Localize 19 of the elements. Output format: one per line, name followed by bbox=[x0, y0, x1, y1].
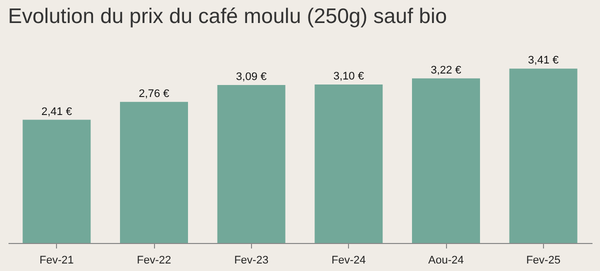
x-tick-label: Aou-24 bbox=[428, 254, 464, 266]
bar bbox=[120, 102, 188, 243]
bar bbox=[509, 68, 578, 243]
x-tick-label: Fev-22 bbox=[136, 254, 172, 266]
data-label: 3,41 € bbox=[528, 54, 559, 67]
data-label: 3,09 € bbox=[236, 71, 267, 84]
x-tick-label: Fev-25 bbox=[526, 254, 560, 266]
x-tick-label: Fev-21 bbox=[40, 254, 74, 266]
bar bbox=[314, 84, 383, 243]
data-label: 2,41 € bbox=[41, 106, 72, 118]
chart-title: Evolution du prix du café moulu (250g) sauf bio bbox=[8, 5, 447, 28]
x-tick-label: Fev-24 bbox=[332, 254, 366, 266]
bar bbox=[412, 78, 480, 243]
data-label: 2,76 € bbox=[138, 88, 170, 100]
data-label: 3,10 € bbox=[333, 70, 364, 82]
bar bbox=[217, 85, 286, 243]
bar bbox=[22, 120, 91, 243]
x-tick-label: Fev-23 bbox=[234, 254, 268, 266]
data-label: 3,22 € bbox=[430, 64, 462, 76]
